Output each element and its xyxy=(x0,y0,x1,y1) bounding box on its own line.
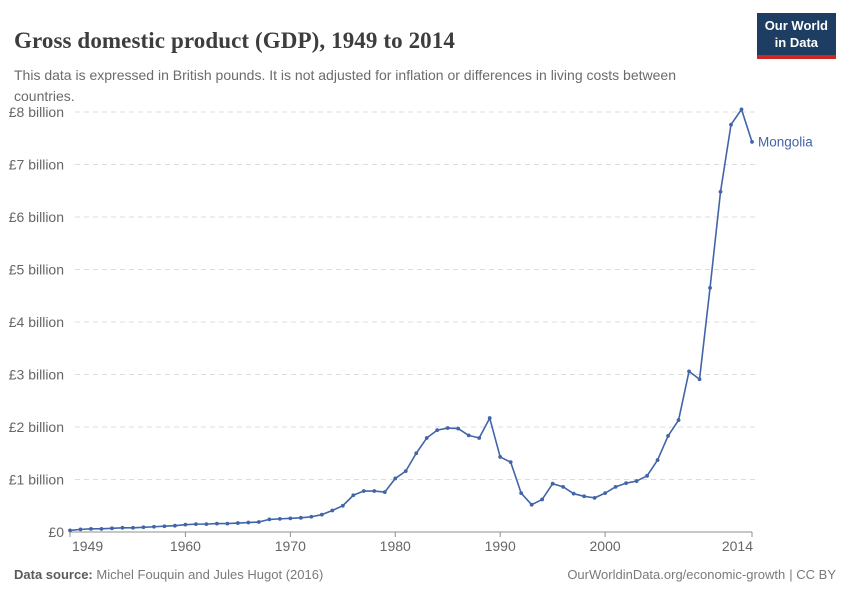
data-point[interactable] xyxy=(330,508,335,513)
data-point[interactable] xyxy=(498,455,503,459)
data-point[interactable] xyxy=(393,476,398,481)
data-point[interactable] xyxy=(235,521,240,525)
x-axis-label: 1960 xyxy=(170,538,201,554)
series-label-mongolia[interactable]: Mongolia xyxy=(758,134,813,149)
data-point[interactable] xyxy=(603,491,608,496)
data-point[interactable] xyxy=(666,434,670,438)
data-point[interactable] xyxy=(676,418,681,423)
data-point[interactable] xyxy=(214,521,219,526)
chart-subtitle: This data is expressed in British pounds… xyxy=(14,67,676,104)
owid-logo-line2: in Data xyxy=(774,34,819,50)
footer-attribution: OurWorldinData.org/economic-growth | CC B… xyxy=(567,567,836,582)
data-point[interactable] xyxy=(718,189,723,194)
data-point[interactable] xyxy=(414,451,419,456)
data-point[interactable] xyxy=(424,436,429,440)
data-point[interactable] xyxy=(645,473,649,478)
data-point[interactable] xyxy=(519,491,524,496)
data-point[interactable] xyxy=(477,436,482,440)
data-point[interactable] xyxy=(750,140,754,144)
data-point[interactable] xyxy=(487,416,492,420)
owid-logo[interactable]: Our World in Data xyxy=(756,13,836,59)
data-source-text: Michel Fouquin and Jules Hugot (2016) xyxy=(92,567,324,582)
data-point[interactable] xyxy=(739,107,744,112)
y-axis-label: £4 billion xyxy=(9,314,64,330)
data-point[interactable] xyxy=(68,528,72,533)
data-point[interactable] xyxy=(550,481,555,486)
chart-footer: Data source: Michel Fouquin and Jules Hu… xyxy=(14,567,836,582)
data-point[interactable] xyxy=(204,522,209,527)
y-axis-label: £7 billion xyxy=(9,157,64,173)
data-point[interactable] xyxy=(708,285,712,290)
data-point[interactable] xyxy=(687,369,691,374)
data-point[interactable] xyxy=(194,522,198,527)
owid-logo-line1: Our World xyxy=(764,18,828,33)
data-point[interactable] xyxy=(351,493,356,498)
x-axis-label: 2014 xyxy=(722,538,753,554)
data-point[interactable] xyxy=(613,484,618,489)
data-point[interactable] xyxy=(256,520,261,524)
data-point[interactable] xyxy=(403,469,408,473)
data-point[interactable] xyxy=(571,491,576,496)
data-point[interactable] xyxy=(435,428,440,433)
y-axis-label: £0 xyxy=(48,524,64,540)
x-axis-label: 2000 xyxy=(590,538,621,554)
data-point[interactable] xyxy=(561,484,566,489)
owid-url-link[interactable]: OurWorldinData.org/economic-growth xyxy=(567,567,786,582)
x-axis-label: 1949 xyxy=(72,538,103,554)
x-axis-label: 1970 xyxy=(275,538,306,554)
data-point[interactable] xyxy=(225,521,230,526)
data-point[interactable] xyxy=(697,377,702,382)
y-axis-label: £1 billion xyxy=(9,472,64,488)
data-point[interactable] xyxy=(246,520,251,525)
y-axis-label: £8 billion xyxy=(9,104,64,120)
data-source-note: Data source: Michel Fouquin and Jules Hu… xyxy=(14,567,323,582)
data-point[interactable] xyxy=(120,525,125,530)
data-point[interactable] xyxy=(372,489,377,493)
data-point[interactable] xyxy=(267,517,272,522)
gdp-line-mongolia xyxy=(69,108,753,532)
data-point[interactable] xyxy=(141,525,146,530)
data-point[interactable] xyxy=(162,524,167,529)
y-axis-label: £3 billion xyxy=(9,367,64,383)
data-point[interactable] xyxy=(99,526,104,531)
data-point[interactable] xyxy=(131,525,135,530)
data-point[interactable] xyxy=(624,481,628,486)
data-point[interactable] xyxy=(361,489,366,493)
data-point[interactable] xyxy=(89,526,93,531)
x-axis-label: 1980 xyxy=(380,538,411,554)
y-axis-label: £5 billion xyxy=(9,262,64,278)
data-point[interactable] xyxy=(110,526,114,531)
data-point[interactable] xyxy=(277,516,282,521)
x-axis-label: 1990 xyxy=(485,538,516,554)
data-point[interactable] xyxy=(540,497,545,502)
data-point[interactable] xyxy=(298,515,303,520)
data-point[interactable] xyxy=(309,514,314,519)
data-point[interactable] xyxy=(173,523,177,528)
data-point[interactable] xyxy=(183,522,188,527)
chart-title: Gross domestic product (GDP), 1949 to 20… xyxy=(14,28,455,54)
data-point[interactable] xyxy=(529,502,534,507)
y-axis-label: £6 billion xyxy=(9,209,64,225)
data-point[interactable] xyxy=(729,122,733,127)
data-point[interactable] xyxy=(78,527,83,532)
data-point[interactable] xyxy=(508,460,513,465)
data-point[interactable] xyxy=(634,479,639,483)
y-axis-label: £2 billion xyxy=(9,419,64,435)
data-point[interactable] xyxy=(592,495,597,500)
data-point[interactable] xyxy=(288,516,293,521)
data-point[interactable] xyxy=(152,524,156,529)
data-point[interactable] xyxy=(456,426,461,431)
data-point[interactable] xyxy=(466,433,471,438)
data-point[interactable] xyxy=(655,458,660,462)
data-source-label: Data source: xyxy=(14,567,93,582)
license-badge: | CC BY xyxy=(789,567,836,582)
data-point[interactable] xyxy=(445,426,450,430)
data-point[interactable] xyxy=(382,490,387,494)
data-point[interactable] xyxy=(319,512,324,517)
data-point[interactable] xyxy=(582,494,587,499)
data-point[interactable] xyxy=(340,503,345,508)
